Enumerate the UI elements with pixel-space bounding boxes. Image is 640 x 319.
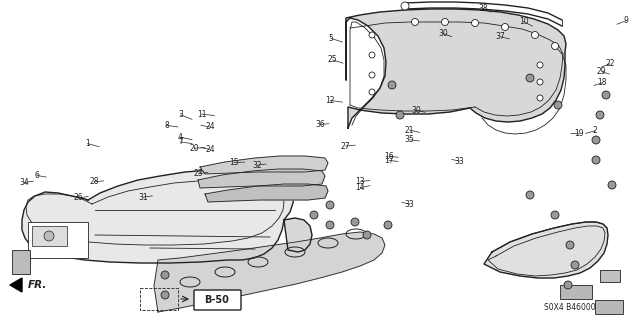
- Circle shape: [363, 231, 371, 239]
- Text: 28: 28: [90, 177, 99, 186]
- Circle shape: [310, 211, 318, 219]
- Text: 16: 16: [384, 152, 394, 161]
- Text: 17: 17: [384, 156, 394, 165]
- Text: 22: 22: [605, 59, 614, 68]
- FancyBboxPatch shape: [194, 290, 241, 310]
- Circle shape: [602, 91, 610, 99]
- Text: 27: 27: [340, 142, 351, 151]
- Polygon shape: [22, 169, 294, 263]
- Text: 13: 13: [355, 177, 365, 186]
- Bar: [28, 222, 88, 258]
- Text: 7: 7: [178, 137, 183, 146]
- Text: B-50: B-50: [205, 295, 229, 305]
- Text: 11: 11: [197, 110, 206, 119]
- Text: 23: 23: [193, 169, 204, 178]
- Text: 14: 14: [355, 183, 365, 192]
- Circle shape: [472, 19, 479, 26]
- Circle shape: [537, 95, 543, 101]
- Polygon shape: [484, 222, 608, 278]
- Circle shape: [531, 32, 538, 39]
- Circle shape: [537, 79, 543, 85]
- Circle shape: [596, 111, 604, 119]
- Bar: [595, 300, 623, 314]
- Bar: [12, 250, 30, 274]
- Bar: [140, 288, 178, 310]
- Circle shape: [537, 62, 543, 68]
- Polygon shape: [205, 184, 328, 202]
- Bar: [560, 285, 592, 299]
- Circle shape: [592, 156, 600, 164]
- Text: 2: 2: [593, 126, 598, 135]
- Text: 20: 20: [189, 144, 200, 153]
- Circle shape: [571, 261, 579, 269]
- Circle shape: [396, 111, 404, 119]
- Text: 5: 5: [328, 34, 333, 43]
- Circle shape: [161, 271, 169, 279]
- Circle shape: [502, 24, 509, 31]
- Polygon shape: [10, 278, 22, 292]
- Circle shape: [369, 89, 375, 95]
- Text: 18: 18: [597, 78, 606, 87]
- Text: 10: 10: [518, 17, 529, 26]
- Text: 26: 26: [74, 193, 84, 202]
- Text: 21: 21: [405, 126, 414, 135]
- Text: 37: 37: [495, 32, 506, 41]
- Text: 36: 36: [315, 120, 325, 129]
- Circle shape: [369, 72, 375, 78]
- Circle shape: [564, 281, 572, 289]
- Text: 25: 25: [328, 56, 338, 64]
- Text: 33: 33: [404, 200, 415, 209]
- Circle shape: [608, 181, 616, 189]
- Text: S0X4 B46000: S0X4 B46000: [544, 303, 596, 313]
- Text: 3: 3: [178, 110, 183, 119]
- Text: 15: 15: [229, 158, 239, 167]
- Text: 30: 30: [438, 29, 448, 38]
- Polygon shape: [346, 9, 566, 128]
- Text: 24: 24: [205, 145, 215, 154]
- Text: 9: 9: [623, 16, 628, 25]
- Circle shape: [161, 291, 169, 299]
- Text: 4: 4: [178, 133, 183, 142]
- Circle shape: [369, 52, 375, 58]
- Circle shape: [401, 2, 409, 10]
- Circle shape: [412, 19, 419, 26]
- Circle shape: [592, 136, 600, 144]
- Text: 29: 29: [596, 67, 607, 76]
- Circle shape: [326, 221, 334, 229]
- Text: 19: 19: [574, 130, 584, 138]
- Text: 33: 33: [454, 157, 465, 166]
- Text: 31: 31: [138, 193, 148, 202]
- Bar: [600, 270, 620, 282]
- Circle shape: [384, 221, 392, 229]
- Text: 12: 12: [326, 96, 335, 105]
- Circle shape: [552, 42, 559, 49]
- Polygon shape: [154, 232, 385, 312]
- Polygon shape: [198, 169, 325, 188]
- Text: 34: 34: [19, 178, 29, 187]
- Circle shape: [201, 291, 209, 299]
- Circle shape: [554, 101, 562, 109]
- Text: 8: 8: [164, 121, 169, 130]
- Text: FR.: FR.: [28, 280, 47, 290]
- Circle shape: [44, 231, 54, 241]
- Circle shape: [442, 19, 449, 26]
- Text: 24: 24: [205, 122, 215, 131]
- Text: 38: 38: [478, 4, 488, 13]
- Text: 6: 6: [35, 171, 40, 180]
- Circle shape: [351, 218, 359, 226]
- Circle shape: [526, 191, 534, 199]
- Circle shape: [388, 81, 396, 89]
- Text: 1: 1: [85, 139, 90, 148]
- Circle shape: [551, 211, 559, 219]
- Text: 30: 30: [411, 106, 421, 115]
- Circle shape: [526, 74, 534, 82]
- Text: 35: 35: [404, 135, 415, 144]
- Polygon shape: [284, 218, 312, 252]
- Bar: [32, 226, 67, 246]
- Circle shape: [566, 241, 574, 249]
- Circle shape: [369, 32, 375, 38]
- Circle shape: [326, 201, 334, 209]
- Polygon shape: [200, 156, 328, 174]
- Text: 32: 32: [252, 161, 262, 170]
